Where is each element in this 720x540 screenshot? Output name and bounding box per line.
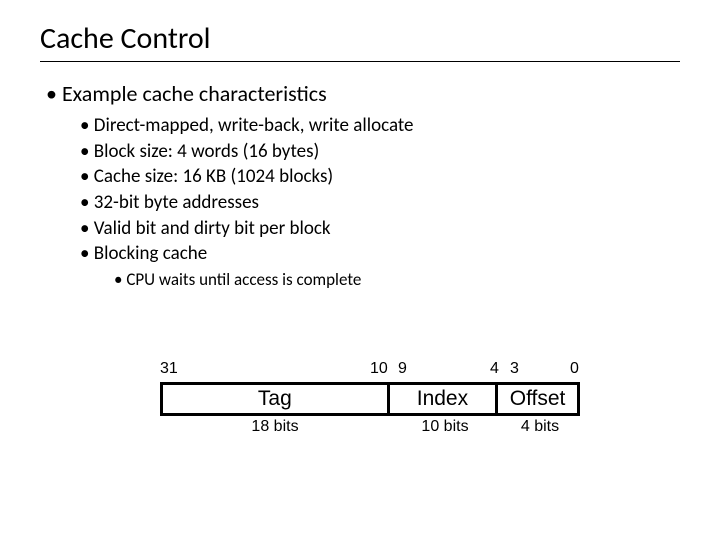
field-size-row: 18 bits 10 bits 4 bits [160,416,580,436]
offset-size-label: 4 bits [500,416,580,436]
bit-label-31: 31 [160,360,178,378]
field-box-row: Tag Index Offset [160,382,580,416]
bullet-item: 32-bit byte addresses [80,190,680,216]
bit-label-3: 3 [510,360,519,378]
bit-position-row: 31 10 9 4 3 0 [160,360,580,382]
offset-field-box: Offset [498,385,577,413]
page-title: Cache Control [40,20,680,62]
bit-label-10: 10 [370,360,388,378]
bullet-item: Direct-mapped, write-back, write allocat… [80,113,680,139]
bit-label-4: 4 [490,360,499,378]
sub-bullet-item: CPU waits until access is complete [114,269,680,290]
main-heading: Example cache characteristics [46,80,680,107]
bullet-item: Cache size: 16 KB (1024 blocks) [80,164,680,190]
tag-field-box: Tag [163,385,390,413]
bullet-item: Blocking cache [80,241,680,267]
tag-size-label: 18 bits [160,416,390,436]
index-field-box: Index [390,385,498,413]
index-size-label: 10 bits [390,416,500,436]
bit-label-0: 0 [570,360,579,378]
bit-label-9: 9 [398,360,407,378]
bullet-item: Valid bit and dirty bit per block [80,216,680,242]
address-diagram: 31 10 9 4 3 0 Tag Index Offset 18 bits 1… [160,360,580,436]
bullet-item: Block size: 4 words (16 bytes) [80,139,680,165]
